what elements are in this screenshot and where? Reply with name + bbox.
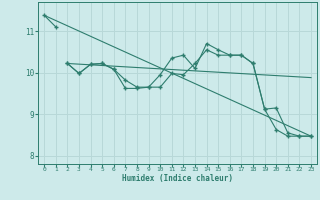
X-axis label: Humidex (Indice chaleur): Humidex (Indice chaleur) bbox=[122, 174, 233, 183]
